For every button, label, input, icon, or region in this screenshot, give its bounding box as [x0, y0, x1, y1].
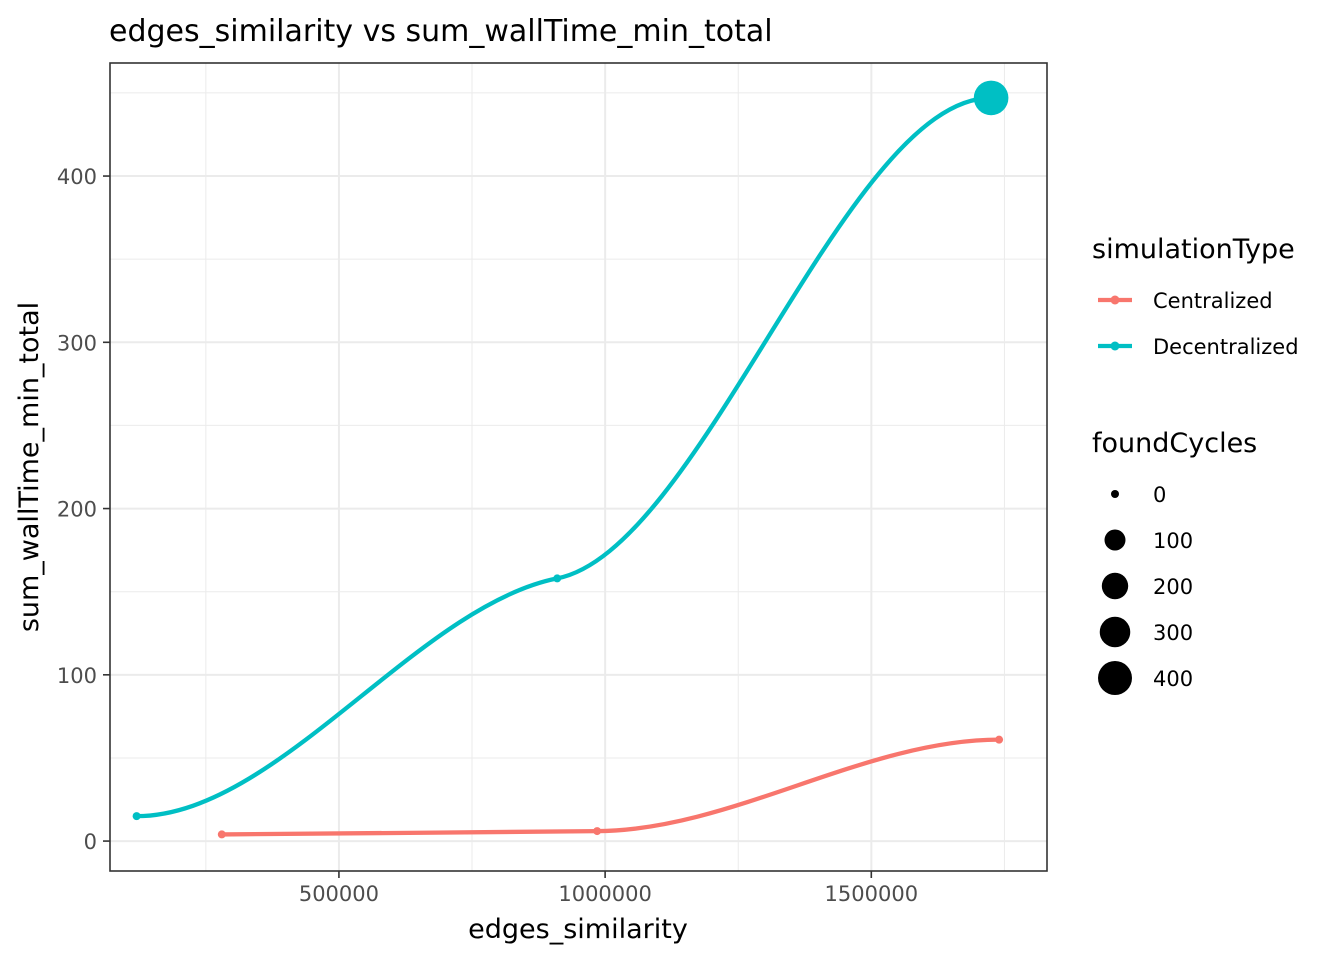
legend-size-label: 400 [1153, 667, 1193, 691]
x-axis-label: edges_similarity [468, 914, 688, 945]
data-point-centralized [593, 827, 602, 836]
y-tick-label: 400 [57, 165, 97, 189]
x-tick-label: 500000 [299, 882, 379, 906]
y-tick-label: 300 [57, 331, 97, 355]
legend-key-point [1110, 341, 1120, 351]
panel-background [110, 63, 1047, 871]
y-tick-label: 100 [57, 664, 97, 688]
legend-label: Centralized [1153, 289, 1273, 313]
series-line-decentralized [134, 95, 994, 819]
legend-color-title: simulationType [1092, 234, 1295, 265]
legend-size-label: 300 [1153, 621, 1193, 645]
legend-size-label: 200 [1153, 575, 1193, 599]
y-tick-label: 200 [57, 498, 97, 522]
chart-title: edges_similarity vs sum_wallTime_min_tot… [109, 14, 773, 49]
legend-size-key [1111, 490, 1119, 498]
series-points [132, 80, 1009, 839]
legend-size-items: 0 100 200 300 400 [1098, 483, 1193, 695]
y-axis: 0 100 200 300 400 [57, 165, 110, 854]
legend: simulationType CentralizedDecentralized … [1092, 234, 1299, 695]
x-tick-label: 1500000 [825, 882, 919, 906]
data-point-centralized [995, 735, 1004, 744]
legend-size-key [1098, 661, 1132, 695]
x-axis: 500000 1000000 1500000 [299, 871, 918, 906]
y-tick-label: 0 [84, 830, 97, 854]
panel-border [109, 62, 1048, 872]
plot-panel [109, 62, 1048, 872]
legend-size-title: foundCycles [1092, 428, 1257, 459]
legend-size-key [1101, 572, 1129, 600]
legend-key-point [1110, 295, 1120, 305]
y-axis-label: sum_wallTime_min_total [14, 302, 45, 632]
legend-size-key [1099, 616, 1131, 648]
legend-label: Decentralized [1153, 335, 1299, 359]
legend-size-label: 0 [1153, 483, 1166, 507]
data-point-decentralized [132, 812, 141, 821]
legend-size-label: 100 [1153, 529, 1193, 553]
grid-minor [110, 63, 1047, 871]
legend-size-key [1104, 529, 1126, 551]
grid-major [110, 63, 1047, 871]
data-point-centralized [217, 830, 226, 839]
x-tick-label: 1000000 [558, 882, 652, 906]
data-point-decentralized [973, 80, 1009, 116]
data-point-decentralized [553, 574, 562, 583]
legend-color-items: Centralized Decentralized [1098, 289, 1299, 359]
